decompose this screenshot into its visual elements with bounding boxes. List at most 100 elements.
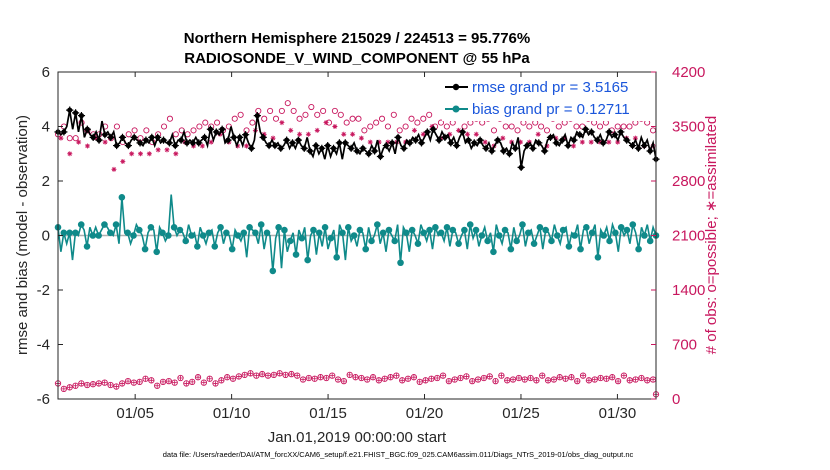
obs-low-assimilated-marker <box>464 374 469 379</box>
obs-low-possible-marker <box>305 374 313 382</box>
bias-point <box>194 243 201 250</box>
obs-low-assimilated-marker <box>446 378 452 384</box>
rmse-point-star <box>628 141 637 150</box>
obs-assimilated-marker <box>93 135 99 141</box>
obs-possible-marker <box>343 119 350 126</box>
rmse-point-star <box>640 141 648 150</box>
obs-low-assimilated-marker <box>90 382 96 387</box>
obs-low-assimilated-marker <box>522 377 527 382</box>
obs-assimilated-marker <box>473 131 479 137</box>
rmse-point-star <box>587 128 596 136</box>
obs-possible-marker <box>514 127 521 134</box>
bias-point <box>66 229 73 237</box>
obs-low-assimilated-marker <box>551 377 557 382</box>
obs-low-assimilated-marker <box>149 378 154 383</box>
obs-possible-marker <box>384 123 391 130</box>
x-tick-label: 01/30 <box>599 405 637 422</box>
obs-low-possible-marker <box>142 375 149 382</box>
bias-point <box>420 229 428 237</box>
obs-low-possible-marker <box>556 374 563 381</box>
obs-low-possible-marker <box>329 372 336 379</box>
obs-low-assimilated-marker <box>400 378 405 383</box>
obs-low-possible-marker <box>334 376 342 383</box>
obs-low-assimilated-marker <box>569 375 574 380</box>
obs-possible-marker <box>373 119 380 126</box>
obs-low-assimilated-marker <box>615 378 621 384</box>
obs-low-possible-marker <box>381 375 388 382</box>
obs-low-assimilated-marker <box>189 379 195 385</box>
bias-point <box>594 253 602 261</box>
obs-low-assimilated-marker <box>429 376 434 381</box>
rmse-point-star <box>277 144 285 152</box>
y-tick-label-right: 4200 <box>672 64 705 81</box>
obs-low-assimilated-marker <box>505 378 510 383</box>
bias-point <box>321 224 329 231</box>
obs-possible-marker <box>414 119 421 126</box>
obs-low-possible-marker <box>212 380 219 387</box>
obs-low-assimilated-marker <box>195 375 201 380</box>
obs-low-possible-marker <box>317 374 324 381</box>
bias-point <box>60 229 68 237</box>
bias-point <box>519 221 526 228</box>
bias-point <box>432 224 439 231</box>
rmse-point-star <box>218 125 226 133</box>
obs-low-assimilated-marker <box>259 371 265 377</box>
rmse-point-star <box>523 141 531 150</box>
bias-point <box>344 224 352 231</box>
rmse-point-star <box>206 125 215 133</box>
rmse-point-star <box>617 128 625 136</box>
obs-assimilated-marker <box>544 143 550 149</box>
obs-low-assimilated-marker <box>598 375 603 381</box>
y-tick-label: -4 <box>37 337 50 354</box>
obs-low-assimilated-marker <box>475 377 481 382</box>
rmse-point-star <box>470 139 478 147</box>
obs-possible-marker <box>267 107 274 114</box>
obs-low-possible-marker <box>264 372 272 379</box>
obs-possible-marker <box>202 119 209 126</box>
x-tick-label: 01/25 <box>502 405 540 422</box>
obs-low-assimilated-marker <box>370 375 376 380</box>
rmse-point-star <box>136 139 144 147</box>
obs-low-assimilated-marker <box>213 381 218 386</box>
obs-low-assimilated-marker <box>306 375 312 381</box>
obs-low-assimilated-marker <box>639 375 644 381</box>
obs-low-assimilated-marker <box>265 373 271 378</box>
obs-low-possible-marker <box>89 381 97 388</box>
obs-low-assimilated-marker <box>440 373 446 378</box>
bias-point <box>449 226 457 234</box>
obs-low-possible-marker <box>323 374 330 382</box>
bias-point <box>135 226 143 234</box>
obs-low-possible-marker <box>200 379 208 386</box>
bias-point <box>77 221 85 228</box>
bias-series-line <box>57 194 657 271</box>
bias-point <box>559 226 567 234</box>
obs-possible-marker <box>272 115 280 122</box>
bias-point <box>153 248 160 256</box>
obs-low-possible-marker <box>72 382 79 389</box>
bias-point <box>217 224 224 231</box>
rmse-point-star <box>417 139 426 147</box>
bias-point <box>281 226 288 234</box>
obs-low-assimilated-marker <box>487 374 492 379</box>
obs-assimilated-marker <box>84 143 90 149</box>
bias-point <box>600 232 608 239</box>
rmse-point-star <box>499 147 508 155</box>
obs-low-possible-marker <box>469 377 476 385</box>
legend-bias-marker <box>452 105 460 113</box>
rmse-point-star <box>605 128 613 136</box>
obs-assimilated-marker <box>535 131 541 137</box>
obs-low-possible-marker <box>189 378 196 386</box>
obs-low-possible-marker <box>136 378 143 386</box>
bias-point <box>228 245 236 253</box>
obs-low-possible-marker <box>358 374 365 382</box>
rmse-point-star <box>570 136 578 144</box>
rmse-point-star <box>236 133 244 141</box>
obs-assimilated-marker <box>146 151 152 157</box>
obs-assimilated-marker <box>288 127 294 133</box>
obs-possible-marker <box>314 111 321 118</box>
obs-low-possible-marker <box>375 377 383 384</box>
obs-low-possible-marker <box>544 377 552 384</box>
obs-low-possible-marker <box>78 380 85 387</box>
bias-point <box>495 232 503 239</box>
obs-low-assimilated-marker <box>254 373 259 378</box>
